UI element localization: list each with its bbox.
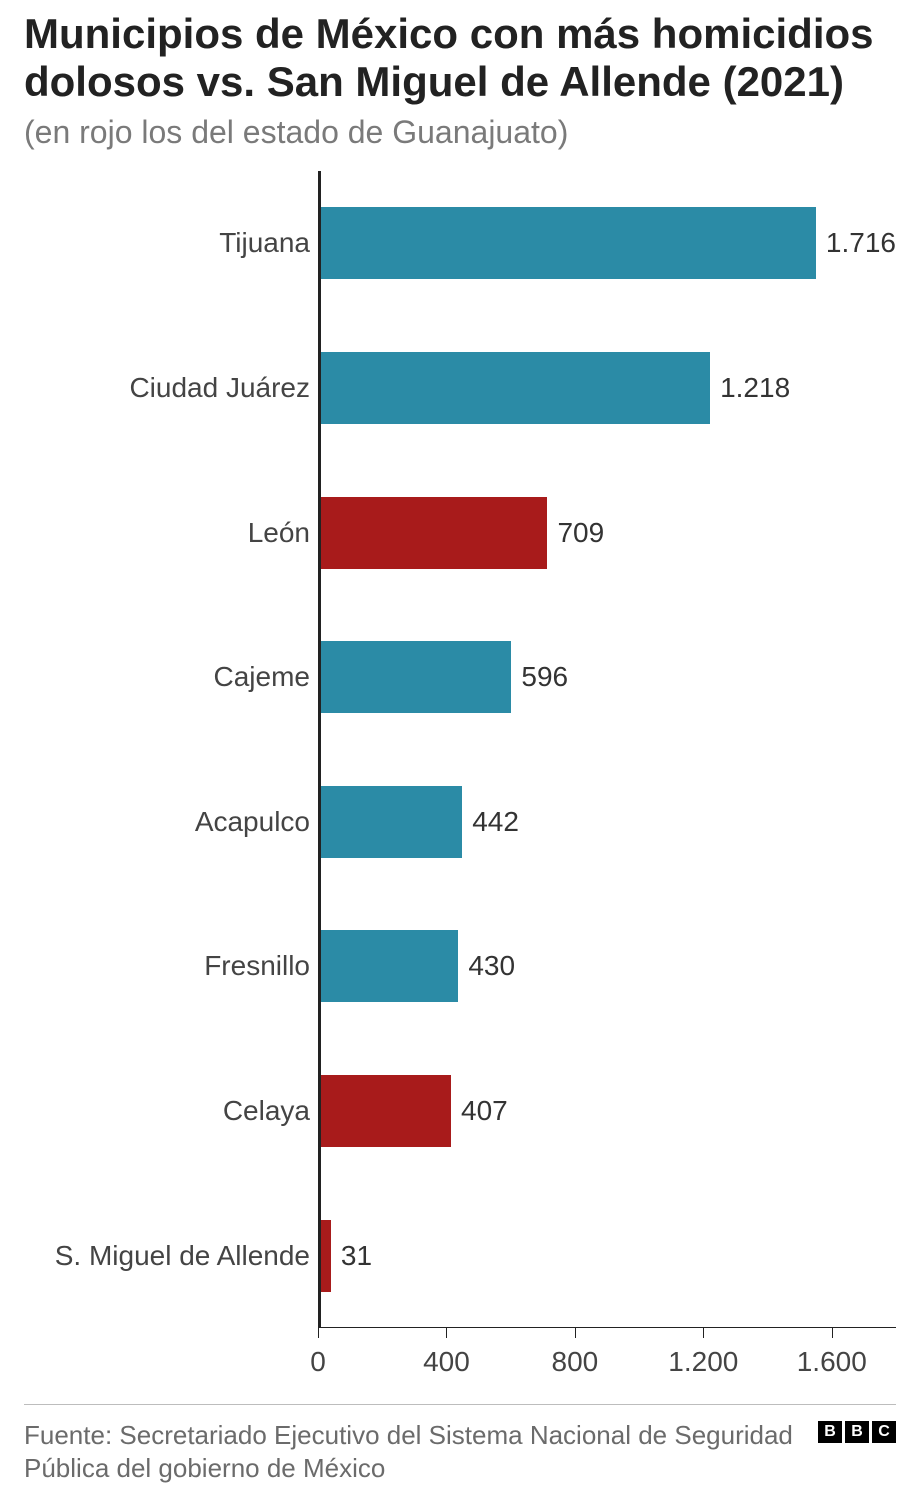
chart-container: Municipios de México con más homicidios … — [0, 0, 920, 1504]
x-axis-label: 400 — [423, 1346, 470, 1378]
x-axis-tick — [703, 1328, 704, 1338]
bar-value-label: 1.716 — [826, 229, 896, 257]
bar — [321, 786, 462, 858]
bar — [321, 930, 458, 1002]
y-axis-label: Fresnillo — [24, 952, 310, 980]
bar — [321, 1075, 451, 1147]
bbc-logo-letter: C — [872, 1421, 896, 1443]
bbc-logo-letter: B — [845, 1421, 869, 1443]
bar-row: 596 — [321, 641, 896, 713]
bar-row: 31 — [321, 1220, 896, 1292]
bar — [321, 641, 511, 713]
x-axis-label: 1.600 — [797, 1346, 867, 1378]
bar-row: 430 — [321, 930, 896, 1002]
y-axis-label: S. Miguel de Allende — [24, 1242, 310, 1270]
y-axis-label: Tijuana — [24, 229, 310, 257]
x-axis-label: 800 — [552, 1346, 599, 1378]
bar-value-label: 1.218 — [720, 374, 790, 402]
plot-area: Tijuana Ciudad Juárez León Cajeme Acapulco Fr… — [24, 171, 896, 1328]
bar-row: 1.218 — [321, 352, 896, 424]
chart-footer: Fuente: Secretariado Ejecutivo del Siste… — [24, 1404, 896, 1484]
x-axis-label: 1.200 — [668, 1346, 738, 1378]
y-axis-label: Ciudad Juárez — [24, 374, 310, 402]
x-axis-ticks — [24, 1328, 896, 1342]
chart-area: Tijuana Ciudad Juárez León Cajeme Acapulco Fr… — [24, 171, 896, 1382]
y-axis-label: León — [24, 519, 310, 547]
source-text: Fuente: Secretariado Ejecutivo del Siste… — [24, 1419, 798, 1484]
y-axis-label: Acapulco — [24, 808, 310, 836]
bar-value-label: 407 — [461, 1097, 508, 1125]
bbc-logo: BBC — [818, 1419, 896, 1443]
y-axis-labels: Tijuana Ciudad Juárez León Cajeme Acapulco Fr… — [24, 171, 318, 1328]
bar-row: 442 — [321, 786, 896, 858]
x-axis-tick — [446, 1328, 447, 1338]
bars-zone: 1.716 1.218 709 596 442 430 407 31 — [318, 171, 896, 1328]
chart-subtitle: (en rojo los del estado de Guanajuato) — [24, 113, 896, 151]
y-axis-label: Celaya — [24, 1097, 310, 1125]
x-axis-tick — [318, 1328, 319, 1338]
bars-group: 1.716 1.218 709 596 442 430 407 31 — [321, 171, 896, 1328]
bar — [321, 352, 710, 424]
bar-value-label: 31 — [341, 1242, 372, 1270]
bar — [321, 1220, 331, 1292]
bar-value-label: 596 — [521, 663, 568, 691]
bar-value-label: 442 — [472, 808, 519, 836]
y-axis-label: Cajeme — [24, 663, 310, 691]
x-axis-tick — [575, 1328, 576, 1338]
x-axis-label: 0 — [310, 1346, 326, 1378]
bbc-logo-letter: B — [818, 1421, 842, 1443]
bar-row: 709 — [321, 497, 896, 569]
bar-value-label: 709 — [557, 519, 604, 547]
bar-value-label: 430 — [468, 952, 515, 980]
bar-row: 407 — [321, 1075, 896, 1147]
x-axis-tick — [832, 1328, 833, 1338]
chart-title: Municipios de México con más homicidios … — [24, 10, 896, 107]
x-axis-labels: 0 400 800 1.200 1.600 — [24, 1342, 896, 1382]
bar-row: 1.716 — [321, 207, 896, 279]
bar — [321, 207, 816, 279]
bar — [321, 497, 547, 569]
